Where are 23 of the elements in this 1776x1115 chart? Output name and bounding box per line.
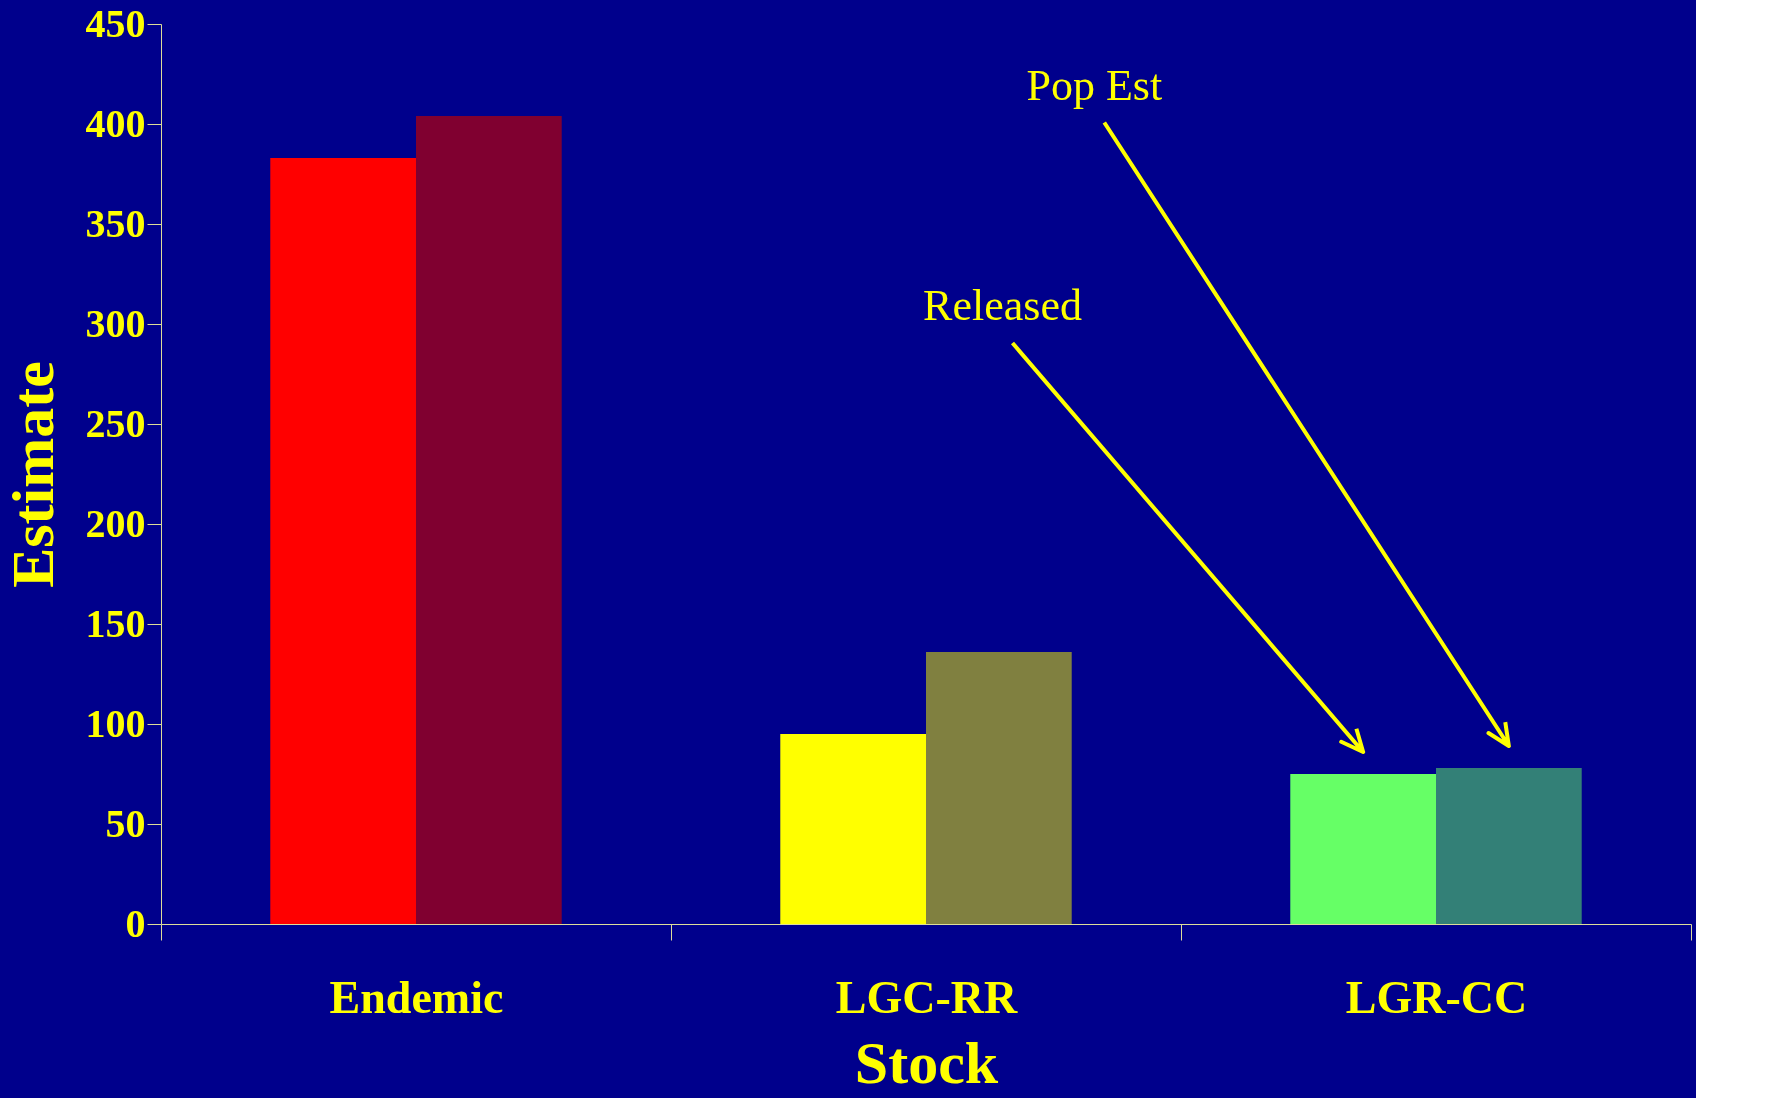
y-tick-label: 450 [85, 0, 146, 46]
x-axis-title: Stock [854, 1029, 999, 1096]
bar [1290, 774, 1436, 924]
y-tick-label: 100 [85, 700, 146, 746]
annotation: Pop Est [1026, 60, 1163, 110]
bar [416, 116, 562, 924]
bar [270, 158, 416, 924]
y-tick-label: 50 [105, 800, 146, 846]
annotation: Released [923, 281, 1082, 330]
y-tick-label: 300 [85, 300, 146, 346]
bar [780, 734, 926, 924]
y-tick-label: 150 [85, 600, 146, 646]
y-tick-label: 400 [85, 100, 146, 146]
x-tick-label: LGR-CC [1345, 971, 1528, 1023]
x-tick-label: LGC-RR [835, 971, 1018, 1023]
y-tick-label: 350 [85, 200, 146, 246]
y-tick-label: 250 [85, 400, 146, 446]
y-tick-label: 200 [85, 500, 146, 546]
bar [926, 652, 1072, 924]
y-tick-label: 0 [125, 900, 146, 946]
x-tick-label: Endemic [329, 971, 504, 1023]
bar [1436, 768, 1582, 924]
y-axis-title: Estimate [0, 361, 66, 588]
